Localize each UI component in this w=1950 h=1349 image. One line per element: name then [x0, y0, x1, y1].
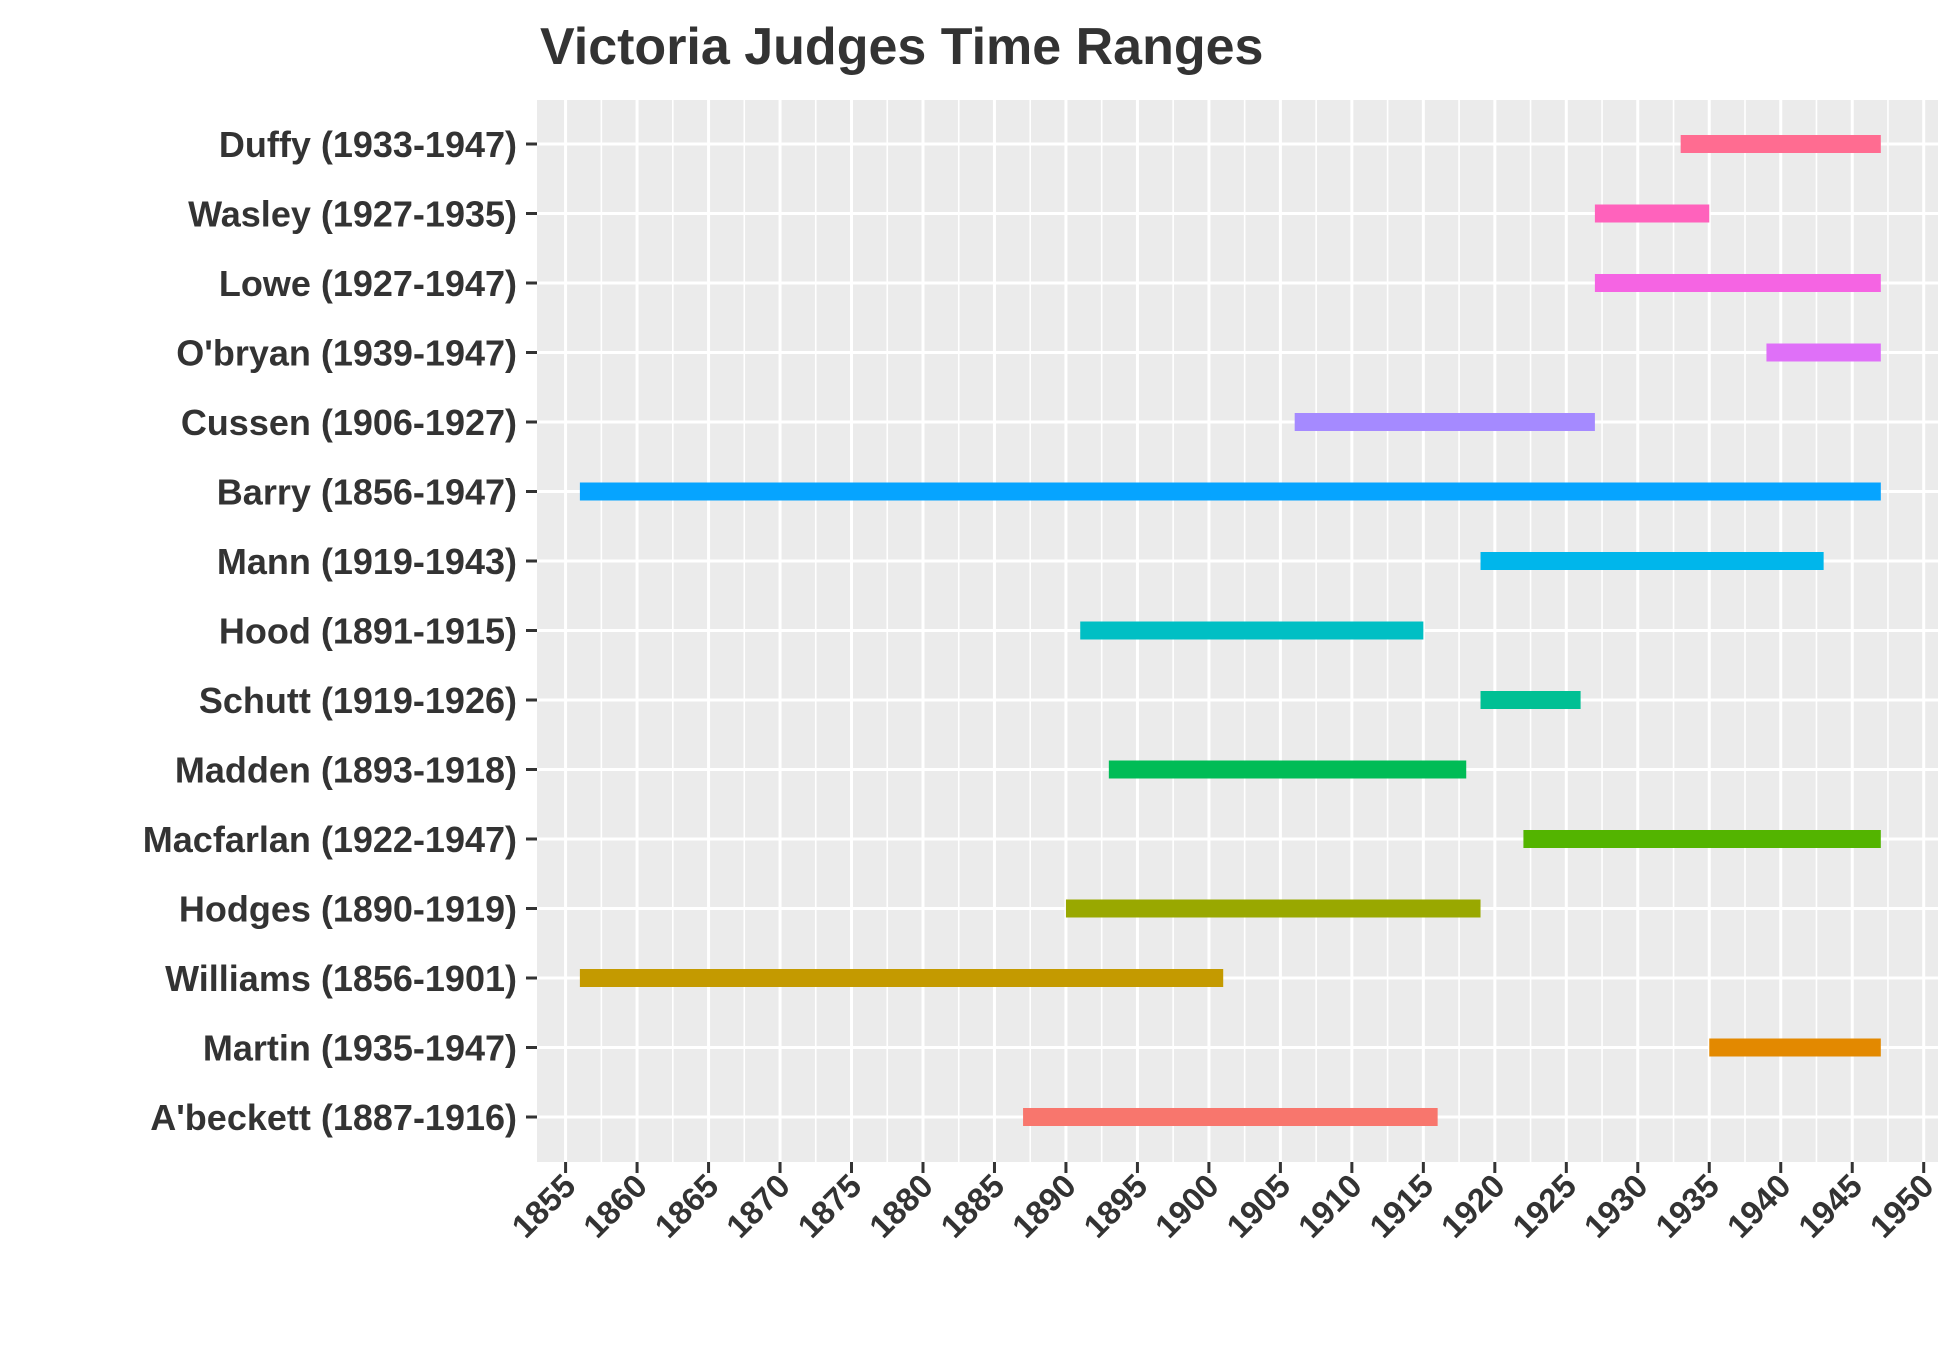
range-bar [1523, 830, 1881, 848]
range-bar [1594, 274, 1881, 292]
range-bar [1594, 204, 1710, 223]
y-tick-label: Lowe (1927-1947) [219, 263, 517, 304]
x-tick-label: 1905 [1219, 1167, 1297, 1245]
y-tick-label: Barry (1856-1947) [217, 472, 517, 513]
range-bar [1108, 760, 1467, 779]
x-tick-label: 1870 [719, 1167, 797, 1245]
x-tick-label: 1900 [1148, 1167, 1226, 1245]
x-tick-label: 1890 [1005, 1167, 1083, 1245]
y-tick-label: Mann (1919-1943) [217, 541, 517, 582]
range-bar [1766, 343, 1881, 362]
range-bar [579, 969, 1224, 987]
y-tick-label: Madden (1893-1918) [175, 750, 517, 791]
x-tick-label: 1880 [862, 1167, 940, 1245]
y-axis: A'beckett (1887-1916) Martin (1935-1947) W… [143, 124, 537, 1138]
range-bar [1480, 691, 1581, 709]
y-tick-label: Cussen (1906-1927) [181, 402, 517, 443]
x-tick-label: 1865 [647, 1167, 725, 1245]
x-tick-label: 1920 [1434, 1167, 1512, 1245]
range-bar [1709, 1038, 1881, 1057]
x-tick-label: 1930 [1577, 1167, 1655, 1245]
x-tick-label: 1860 [576, 1167, 654, 1245]
x-tick-label: 1855 [504, 1167, 582, 1245]
range-bar [1023, 1108, 1438, 1126]
y-tick-label: Martin (1935-1947) [203, 1028, 517, 1069]
y-tick-label: Wasley (1927-1935) [188, 194, 517, 235]
x-tick-label: 1950 [1863, 1167, 1941, 1245]
range-bar [1480, 552, 1824, 570]
x-tick-label: 1935 [1648, 1167, 1726, 1245]
range-bar [1065, 899, 1481, 918]
range-bar [1294, 413, 1595, 431]
bars [579, 135, 1881, 1126]
y-tick-label: Hodges (1890-1919) [179, 889, 517, 930]
x-tick-label: 1910 [1291, 1167, 1369, 1245]
x-tick-label: 1940 [1720, 1167, 1798, 1245]
x-axis: 1855186018651870187518801885189018951900… [504, 1162, 1941, 1245]
x-tick-label: 1925 [1505, 1167, 1583, 1245]
x-tick-label: 1915 [1362, 1167, 1440, 1245]
y-tick-label: Williams (1856-1901) [165, 958, 517, 999]
x-tick-label: 1945 [1791, 1167, 1869, 1245]
x-tick-label: 1895 [1076, 1167, 1154, 1245]
y-tick-label: O'bryan (1939-1947) [176, 333, 517, 374]
x-tick-label: 1885 [933, 1167, 1011, 1245]
y-tick-label: Macfarlan (1922-1947) [143, 819, 517, 860]
y-tick-label: A'beckett (1887-1916) [150, 1097, 517, 1138]
y-tick-label: Hood (1891-1915) [219, 611, 517, 652]
chart-title: Victoria Judges Time Ranges [540, 18, 1263, 76]
y-tick-label: Schutt (1919-1926) [199, 680, 517, 721]
x-tick-label: 1875 [790, 1167, 868, 1245]
range-bar [1680, 135, 1881, 153]
range-bar [579, 482, 1881, 501]
range-bar [1080, 621, 1424, 640]
y-tick-label: Duffy (1933-1947) [219, 124, 517, 165]
